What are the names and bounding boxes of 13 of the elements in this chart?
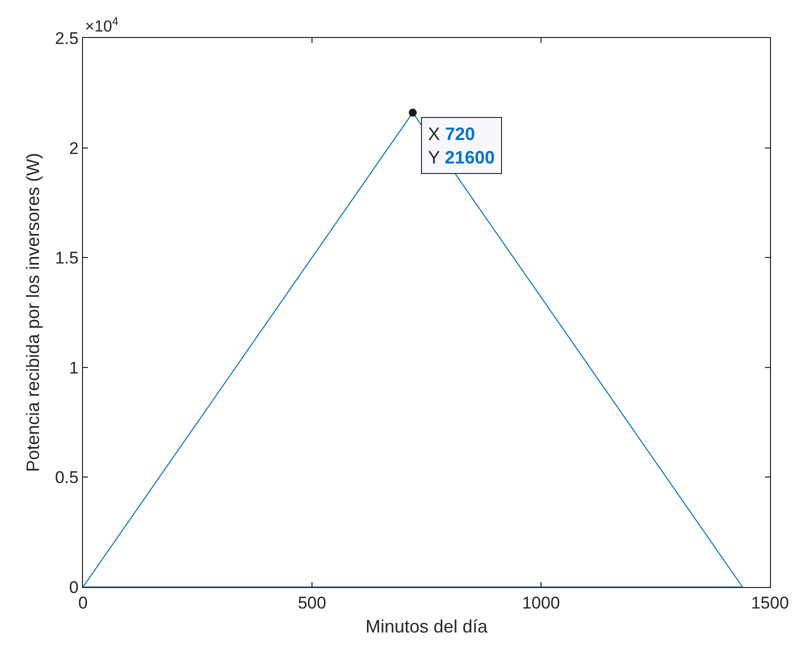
y-tick-label: 1.5 (54, 248, 79, 268)
y-tick-label: 0.5 (54, 468, 79, 488)
x-tick-label: 1000 (522, 593, 560, 612)
x-tick-label: 1500 (751, 593, 789, 612)
text: ×10$^{4}$ (85, 16, 118, 36)
y-tick-label: 1 (69, 358, 79, 378)
y-tick-label: 2 (69, 138, 79, 158)
x-tick-label: 500 (298, 593, 326, 612)
x-axis-title: Minutos del día (365, 616, 489, 636)
y-tick-label: 0 (69, 578, 79, 597)
y-tick-label: 2.5 (54, 28, 79, 48)
y-axis-title: Potencia recibida por los inversores (W) (23, 152, 44, 472)
annotation: X 720 Y 21600 (428, 124, 495, 168)
